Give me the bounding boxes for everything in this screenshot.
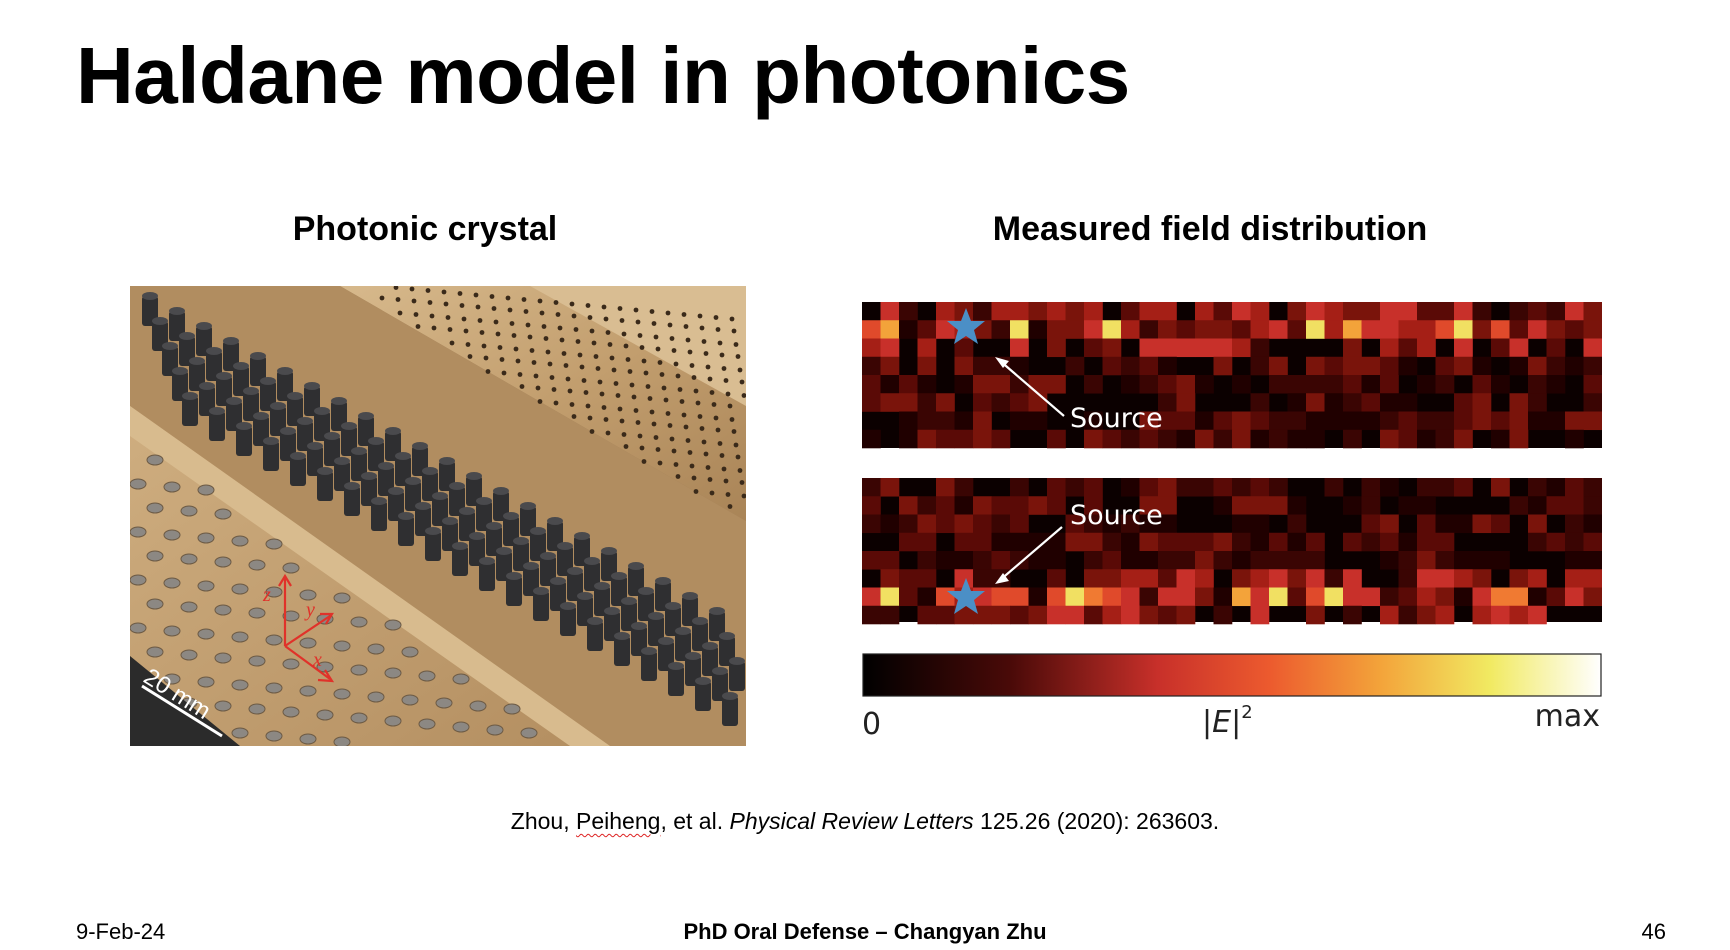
colorbar-max-label: max	[1535, 699, 1600, 734]
perforated-plate-far	[530, 286, 746, 406]
source-label-top: Source	[1070, 403, 1163, 434]
photonic-crystal-photo: 20 mm z y x	[130, 286, 746, 746]
citation: Zhou, Peiheng, et al. Physical Review Le…	[0, 808, 1730, 835]
source-arrow-bottom	[998, 526, 1063, 582]
photonic-crystal-heading: Photonic crystal	[292, 210, 558, 248]
plate-holes	[379, 286, 746, 509]
citation-authors: Zhou,	[510, 808, 577, 834]
scale-bar	[141, 684, 223, 738]
footer-date: 9-Feb-24	[76, 919, 166, 944]
source-star-icon-bottom	[947, 578, 985, 614]
field-distribution-figure: Source Source 0 |E|2 max	[862, 302, 1602, 742]
source-arrow-top	[998, 359, 1065, 417]
citation-et-al: , et al.	[660, 808, 730, 834]
axis-y-label: y	[304, 599, 315, 621]
crystal-rods	[142, 292, 745, 726]
source-label-bottom: Source	[1070, 500, 1163, 531]
source-star-icon-top	[947, 308, 985, 344]
citation-details: 125.26 (2020): 263603.	[973, 808, 1220, 834]
colorbar	[862, 653, 1602, 697]
colorbar-mid-label: |E|2	[1202, 702, 1253, 740]
axis-z-label: z	[262, 584, 271, 606]
slide-number: 46	[1641, 919, 1666, 944]
slide-title: Haldane model in photonics	[76, 31, 1130, 120]
colorbar-min-label: 0	[862, 707, 881, 742]
footer-presentation-title: PhD Oral Defense – Changyan Zhu	[683, 919, 1047, 944]
citation-author-name: Peiheng	[576, 808, 661, 834]
citation-journal: Physical Review Letters	[729, 808, 974, 834]
field-distribution-heading: Measured field distribution	[992, 210, 1428, 248]
axes-icon	[278, 573, 335, 683]
axis-x-label: x	[312, 649, 322, 671]
